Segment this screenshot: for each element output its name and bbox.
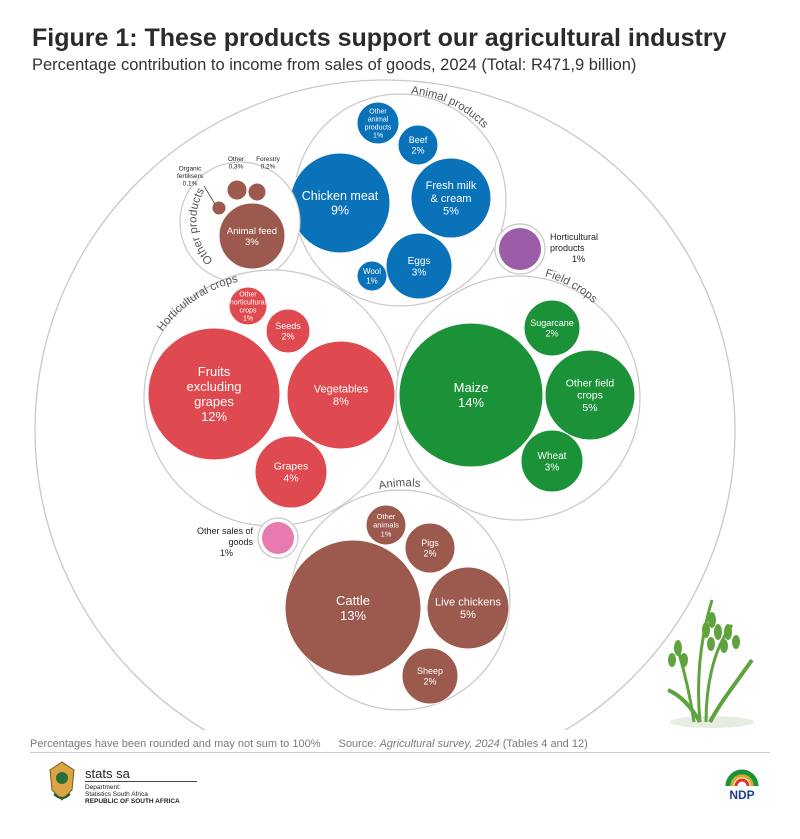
leader-organic-fertilisers xyxy=(203,185,216,205)
source-prefix: Source: xyxy=(338,738,380,750)
label-seeds: Seeds 2% xyxy=(275,321,301,341)
label-other: Other 0,3% xyxy=(228,156,245,170)
label-fruits-excluding-grapes: Fruits excluding grapes 12% xyxy=(187,364,242,424)
label-animal-feed: Animal feed 3% xyxy=(227,226,277,248)
stats-sa-logo: stats sa Department: Statistics South Af… xyxy=(40,760,200,810)
bubble-eggs xyxy=(385,232,453,300)
org-country: REPUBLIC OF SOUTH AFRICA xyxy=(85,798,180,805)
label-wool: Wool 1% xyxy=(363,267,381,285)
outer-circle xyxy=(34,79,736,730)
bubble-wool xyxy=(356,260,388,292)
bubble-beef xyxy=(397,124,439,166)
label-cattle: Cattle 13% xyxy=(336,593,370,623)
label-fresh-milk-and-cream: Fresh milk & cream 5% xyxy=(426,180,477,217)
label-horticultural-products: Horticultural products 1% xyxy=(550,232,598,264)
bubble-maize xyxy=(398,322,544,468)
org-underline xyxy=(85,781,197,782)
bubble-other xyxy=(226,179,248,201)
bubble-grapes xyxy=(254,435,328,509)
label-sugarcane: Sugarcane 2% xyxy=(530,318,574,338)
source-title: Agricultural survey, 2024 xyxy=(379,738,500,750)
bubble-live-chickens xyxy=(426,566,510,650)
label-wheat: Wheat 3% xyxy=(538,451,567,474)
standalone-other-sales-of-goods: Other sales of goods 1% xyxy=(197,517,299,559)
plant-illustration xyxy=(667,599,754,728)
ndp-logo: NDP xyxy=(725,769,759,802)
source-suffix: (Tables 4 and 12) xyxy=(499,738,588,750)
bubble-other-animal-products xyxy=(356,101,400,145)
bubble-organic-fertilisers xyxy=(211,200,227,216)
label-pigs: Pigs 2% xyxy=(421,538,439,558)
label-grapes: Grapes 4% xyxy=(274,461,308,485)
org-dept-name: Statistics South Africa xyxy=(85,791,148,798)
label-vegetables: Vegetables 8% xyxy=(314,384,369,409)
ndp-text: NDP xyxy=(729,788,754,802)
bubble-seeds xyxy=(265,308,311,354)
bubble-fruits-excluding-grapes xyxy=(147,327,281,461)
label-maize: Maize 14% xyxy=(454,380,489,410)
bubble-horticultural-products xyxy=(499,228,541,270)
bubble-cattle xyxy=(284,539,422,677)
bubble-other-sales-of-goods xyxy=(262,522,294,554)
bubble-sheep xyxy=(401,647,459,705)
label-beef: Beef 2% xyxy=(409,135,428,155)
rounding-note: Percentages have been rounded and may no… xyxy=(30,738,321,750)
coat-of-arms-icon xyxy=(49,761,75,801)
label-live-chickens: Live chickens 5% xyxy=(435,597,502,622)
footer-divider xyxy=(30,752,770,753)
label-other-horticultural-crops: Other horticultural crops 1% xyxy=(230,291,267,322)
bubble-pigs xyxy=(404,522,456,574)
bubble-other-field-crops xyxy=(544,349,636,441)
label-other-field-crops: Other field crops 5% xyxy=(566,378,615,414)
label-other-animal-products: Other animal products 1% xyxy=(365,108,392,139)
bubble-forestry xyxy=(247,182,267,202)
chart-subtitle: Percentage contribution to income from s… xyxy=(32,56,637,74)
bubble-sugarcane xyxy=(523,299,581,357)
bubble-vegetables xyxy=(286,340,396,450)
footer: Percentages have been rounded and may no… xyxy=(30,738,588,750)
label-forestry: Forestry 0,2% xyxy=(256,156,281,170)
bubble-other-horticultural-crops xyxy=(228,286,268,326)
bubble-animal-feed xyxy=(218,202,286,270)
label-other-sales-of-goods: Other sales of goods 1% xyxy=(197,526,254,558)
org-department: Department: xyxy=(85,784,121,791)
label-eggs: Eggs 3% xyxy=(408,256,431,279)
label-other-animals: Other animals 1% xyxy=(373,512,399,538)
bubble-other-animals xyxy=(365,504,407,546)
standalone-horticultural-products: Horticultural products 1% xyxy=(494,223,598,275)
org-name: stats sa xyxy=(85,766,130,781)
bubble-wheat xyxy=(520,429,584,493)
bubble-fresh-milk-and-cream xyxy=(410,157,492,239)
label-organic-fertilisers: Organic fertilisers 0,1% xyxy=(177,166,204,188)
label-sheep: Sheep 2% xyxy=(417,666,443,686)
label-chicken-meat: Chicken meat 9% xyxy=(302,189,379,217)
group-animals: Animals Cattle 13% Live chickens 5% Pigs 2% She… xyxy=(284,477,511,711)
chart-title: Figure 1: These products support our agr… xyxy=(32,24,727,52)
group-label-animals: Animals xyxy=(377,477,421,492)
